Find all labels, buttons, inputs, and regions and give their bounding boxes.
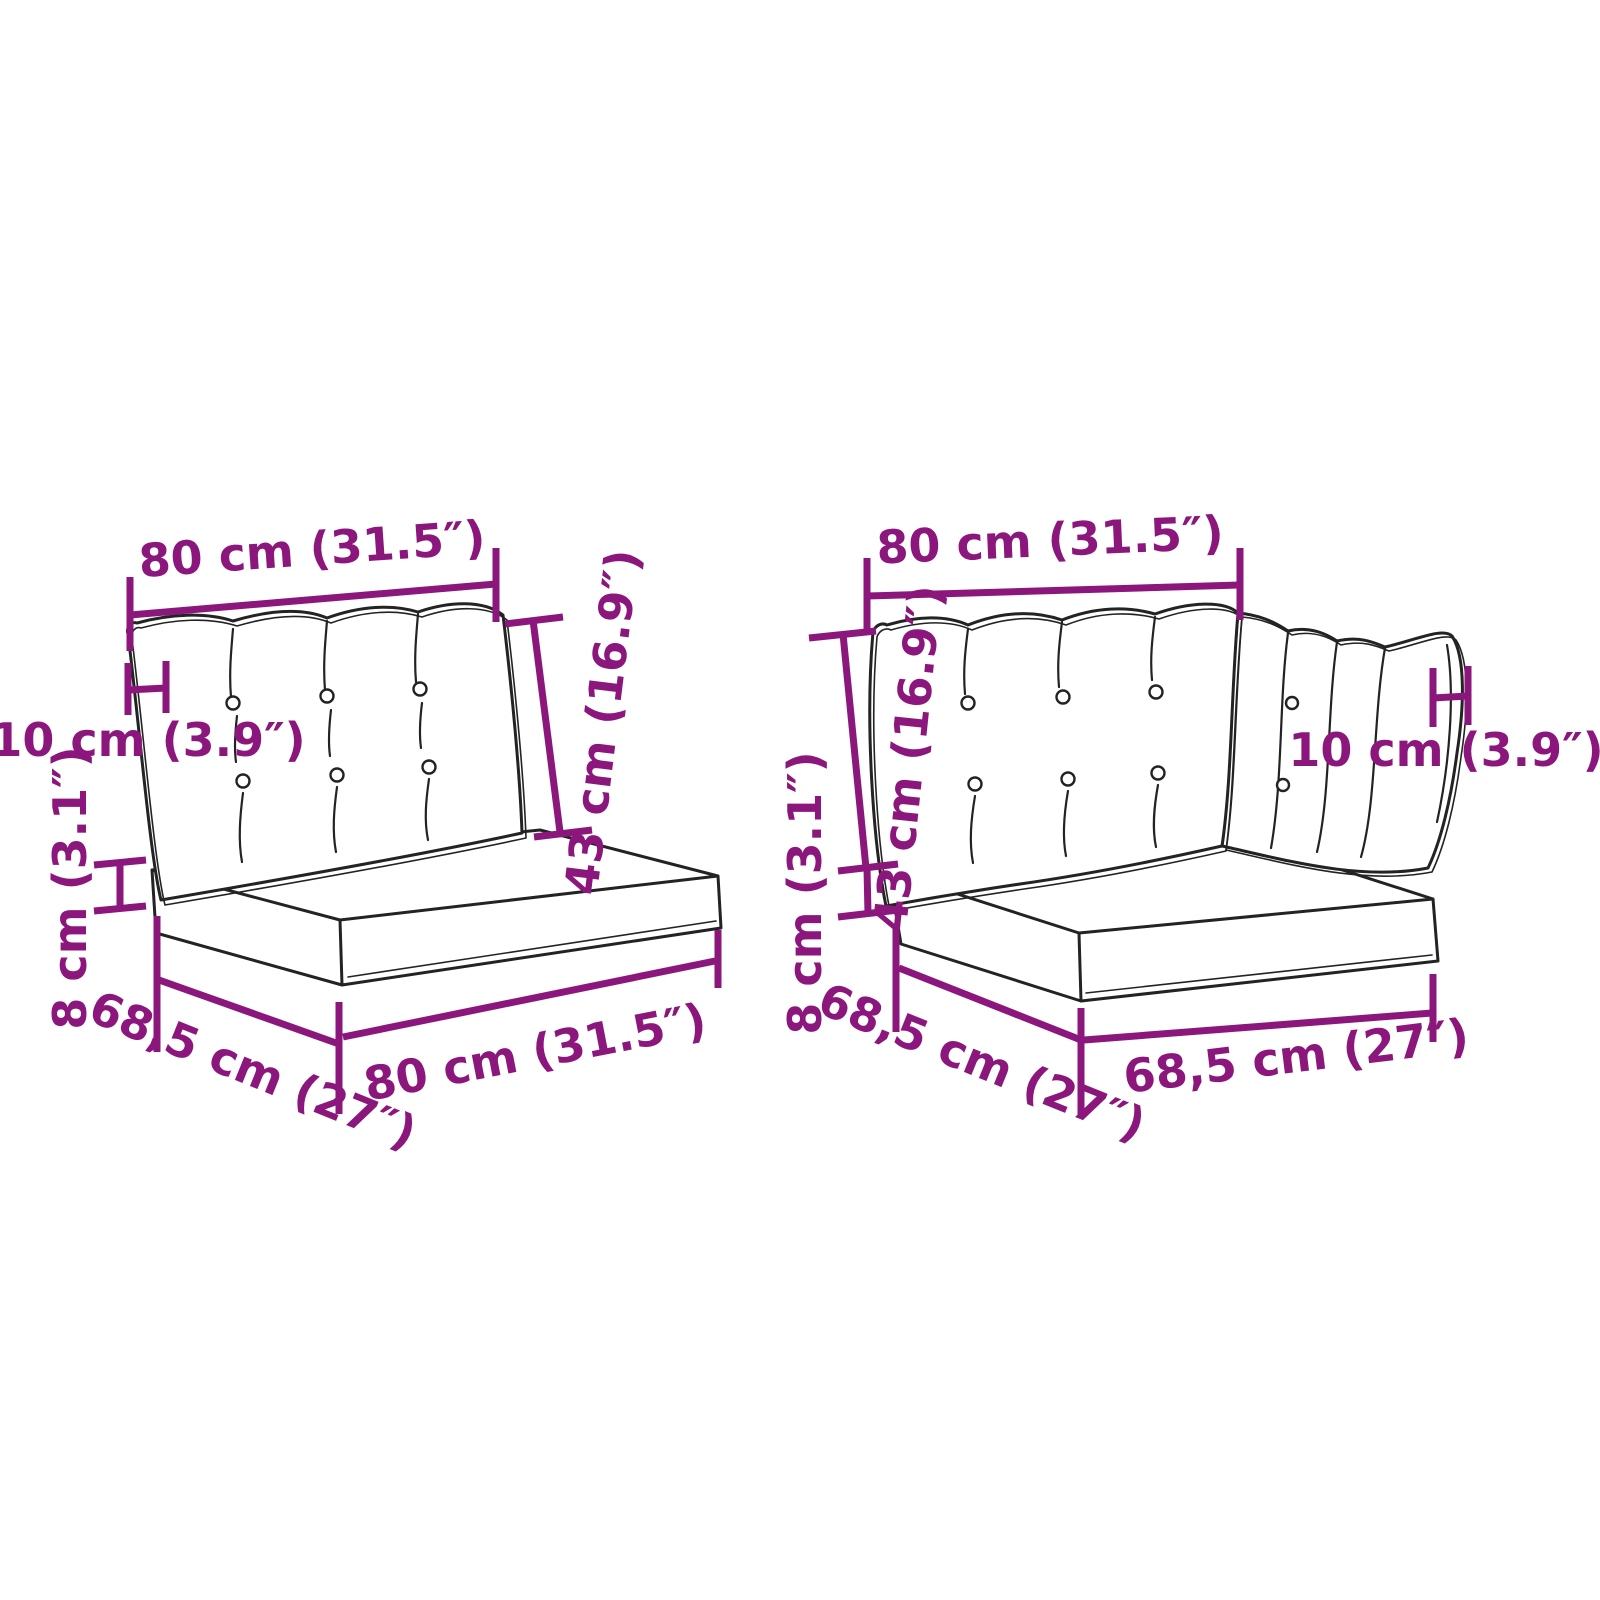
left-back-width-label: 80 cm (31.5″) bbox=[137, 510, 487, 588]
right-back-height-tick-top bbox=[808, 627, 877, 642]
tuft-button bbox=[1150, 765, 1166, 781]
figure-left-cushion-set: 80 cm (31.5″) 43 cm (16.9″) 10 cm (3.9″)… bbox=[0, 510, 723, 1160]
left-seat-corner-edge bbox=[338, 918, 344, 987]
crease-line bbox=[1152, 783, 1160, 849]
tuft-button bbox=[967, 776, 983, 792]
right-seat-thickness-connector bbox=[863, 867, 872, 915]
left-seat-thickness-label: 8 cm (3.1″) bbox=[43, 746, 97, 1029]
right-side-back-cushion-drawing bbox=[1220, 611, 1468, 877]
left-back-width-line bbox=[129, 580, 497, 619]
right-front-back-cushion-drawing bbox=[868, 602, 1243, 912]
crease-line bbox=[414, 612, 420, 684]
tuft-button bbox=[1055, 689, 1071, 705]
fold-line bbox=[1435, 643, 1452, 824]
right-back-height-line bbox=[839, 633, 870, 869]
tuft-button bbox=[421, 759, 437, 775]
fold-line bbox=[1359, 646, 1387, 859]
left-seat-depth-line bbox=[157, 976, 341, 1048]
tuft-button bbox=[235, 773, 251, 789]
fold-line bbox=[1269, 631, 1290, 850]
left-seat-width-label: 80 cm (31.5″) bbox=[359, 992, 710, 1111]
tuft-button bbox=[1275, 777, 1291, 793]
tuft-button bbox=[1060, 771, 1076, 787]
crease-line bbox=[327, 708, 333, 758]
right-seat-thickness-label: 8 cm (3.1″) bbox=[778, 751, 832, 1034]
left-back-thickness-label: 10 cm (3.9″) bbox=[0, 713, 306, 767]
crease-line bbox=[233, 714, 239, 764]
left-seat-bottom-seam bbox=[347, 920, 717, 978]
left-seat-thickness-tick-top bbox=[93, 856, 147, 869]
fold-line bbox=[1315, 640, 1339, 854]
left-back-height-tick-bottom bbox=[533, 826, 593, 841]
right-seat-bottom-seam bbox=[1085, 954, 1433, 994]
left-back-thickness-connector bbox=[127, 684, 167, 694]
right-seat-front-top-edge bbox=[1077, 897, 1435, 935]
right-back-thickness-label: 10 cm (3.9″) bbox=[1288, 723, 1600, 777]
crease-line bbox=[238, 791, 245, 864]
crease-line bbox=[229, 627, 235, 699]
tuft-button bbox=[412, 681, 428, 697]
tuft-button bbox=[1284, 695, 1300, 711]
crease-line bbox=[424, 777, 431, 842]
crease-line bbox=[963, 627, 970, 696]
left-back-cushion-drawing bbox=[126, 602, 527, 906]
crease-line bbox=[323, 619, 329, 692]
right-seat-thickness-tick-top bbox=[837, 860, 899, 875]
right-back-width-label: 80 cm (31.5″) bbox=[875, 505, 1224, 574]
left-back-height-tick-top bbox=[504, 613, 564, 628]
right-back-width-line bbox=[866, 581, 1241, 600]
figure-right-corner-cushion-set: 80 cm (31.5″) 43 cm (16.9″) 8 cm (3.1″) … bbox=[778, 505, 1600, 1152]
crease-line bbox=[1150, 615, 1157, 682]
left-back-height-line bbox=[529, 619, 564, 833]
right-seat-corner-edge bbox=[1077, 931, 1083, 1003]
tuft-button bbox=[319, 688, 335, 704]
right-seat-width-line bbox=[1083, 1009, 1433, 1044]
left-back-height-label: 43 cm (16.9″) bbox=[554, 546, 650, 897]
crease-line bbox=[1062, 789, 1070, 858]
right-back-thickness-connector bbox=[1432, 692, 1469, 702]
tuft-button bbox=[960, 695, 976, 711]
tuft-button bbox=[329, 767, 345, 783]
crease-line bbox=[969, 794, 977, 865]
right-seat-depth-line bbox=[897, 964, 1083, 1044]
tuft-button bbox=[1148, 684, 1164, 700]
left-seat-front-top-edge bbox=[338, 874, 720, 922]
crease-line bbox=[418, 701, 424, 750]
tuft-button bbox=[225, 695, 241, 711]
left-seat-width-line bbox=[342, 957, 716, 1041]
crease-line bbox=[1057, 620, 1064, 689]
crease-line bbox=[332, 785, 339, 854]
